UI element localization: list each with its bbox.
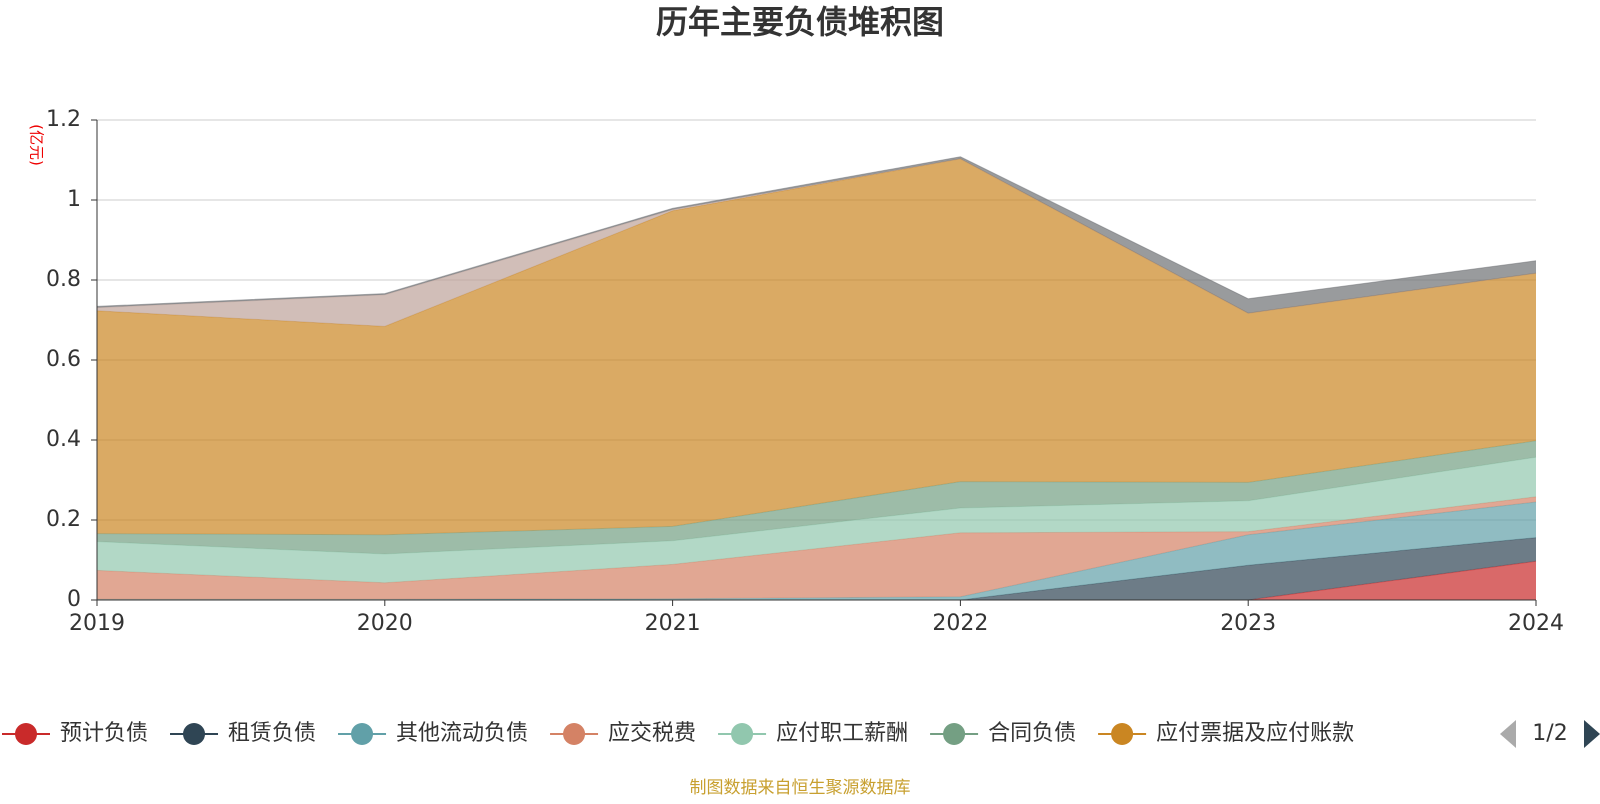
legend-prev[interactable] <box>1500 720 1516 748</box>
x-tick-label: 2021 <box>645 611 701 636</box>
legend-label: 其他流动负债 <box>396 721 528 746</box>
legend-label: 应付职工薪酬 <box>776 721 908 746</box>
x-tick-label: 2020 <box>357 611 413 636</box>
legend-label: 合同负债 <box>988 721 1076 746</box>
plot-area: 0 0.2 0.4 0.6 0.8 1 1.2 2019 2020 2021 2022 2023 202… <box>46 107 1564 636</box>
legend-next[interactable] <box>1584 720 1600 748</box>
y-tick-label: 0.4 <box>46 427 81 452</box>
y-tick-label: 1 <box>67 187 81 212</box>
legend-label: 应交税费 <box>608 721 696 746</box>
area <box>97 502 1536 600</box>
chart-title: 历年主要负债堆积图 <box>656 3 944 41</box>
legend-marker <box>183 723 206 745</box>
legend-marker <box>1111 723 1134 745</box>
legend-label: 租赁负债 <box>228 721 316 746</box>
area <box>97 158 1536 327</box>
legend-marker <box>351 723 374 745</box>
source-note: 制图数据来自恒生聚源数据库 <box>690 778 911 798</box>
y-tick-label: 0 <box>67 587 81 612</box>
area <box>97 158 1536 535</box>
x-tick-label: 2019 <box>69 611 125 636</box>
legend-marker <box>15 723 37 745</box>
legend-label: 应付票据及应付账款 <box>1156 721 1354 746</box>
x-tick-label: 2022 <box>932 611 988 636</box>
legend-marker <box>563 723 586 745</box>
area-line <box>96 156 1537 307</box>
y-tick-label: 0.6 <box>46 347 81 372</box>
legend-page: 1/2 <box>1532 721 1567 746</box>
y-tick-label: 0.8 <box>46 267 81 292</box>
x-tick-label: 2023 <box>1220 611 1276 636</box>
legend-marker <box>731 723 754 745</box>
legend-marker <box>943 723 966 745</box>
area <box>97 561 1536 600</box>
area <box>97 440 1536 554</box>
area <box>97 156 1536 314</box>
y-tick-label: 0.2 <box>46 507 81 532</box>
area <box>97 457 1536 583</box>
y-unit: (亿元) <box>28 124 46 166</box>
legend-label: 预计负债 <box>60 721 148 746</box>
x-tick-label: 2024 <box>1508 611 1564 636</box>
legend: 预计负债 租赁负债 其他流动负债 应交税费 应付职工薪酬 合同负债 应付票据及应付账款 1/2 <box>2 720 1600 748</box>
area <box>97 537 1536 600</box>
area <box>97 496 1536 600</box>
y-tick-label: 1.2 <box>46 107 81 132</box>
